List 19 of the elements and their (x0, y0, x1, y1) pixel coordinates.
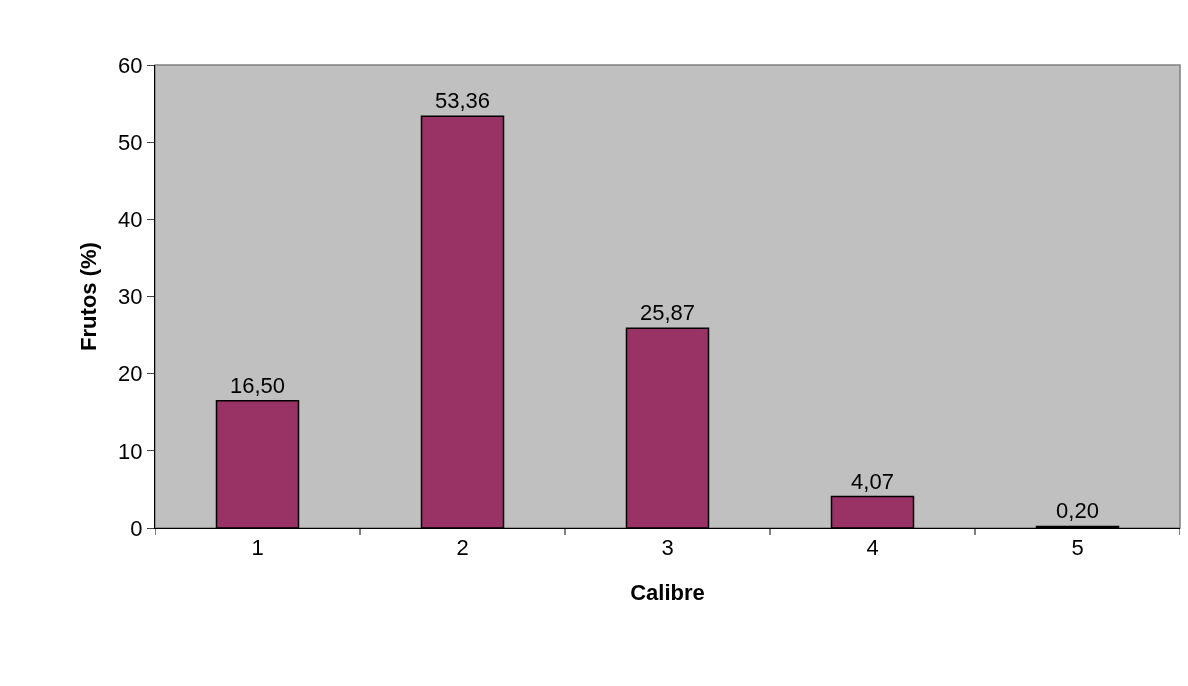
x-tick-label: 1 (251, 535, 264, 561)
y-axis-title: Frutos (%) (75, 242, 101, 351)
y-tick-label: 50 (118, 129, 143, 155)
y-tick-label: 10 (118, 438, 143, 464)
data-label: 0,20 (1056, 498, 1099, 524)
data-label: 16,50 (229, 372, 286, 398)
y-tick-label: 0 (130, 515, 143, 541)
data-label: 25,87 (639, 300, 696, 326)
data-label: 53,36 (434, 88, 491, 114)
x-axis-title: Calibre (630, 580, 705, 606)
x-tick-label: 4 (866, 535, 879, 561)
x-tick-label: 3 (661, 535, 674, 561)
data-label: 4,07 (851, 468, 894, 494)
x-tick-label: 5 (1071, 535, 1084, 561)
x-tick-label: 2 (456, 535, 469, 561)
y-tick-label: 20 (118, 361, 143, 387)
y-tick-label: 40 (118, 207, 143, 233)
y-tick-label: 30 (118, 284, 143, 310)
y-tick-label: 60 (118, 52, 143, 78)
